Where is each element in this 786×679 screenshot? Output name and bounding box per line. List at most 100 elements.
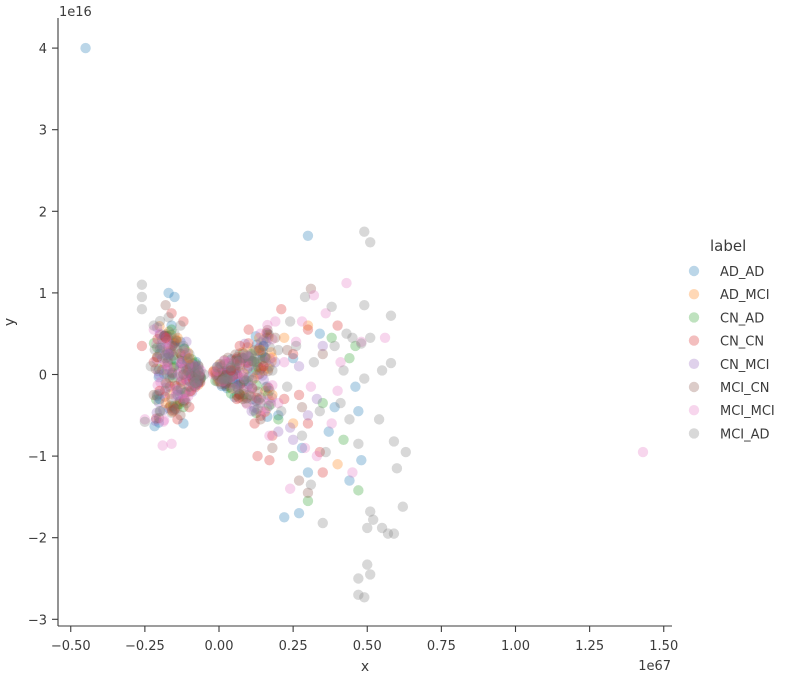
scatter-point xyxy=(293,475,305,486)
scatter-point xyxy=(350,381,361,392)
scatter-point xyxy=(273,426,284,437)
scatter-point xyxy=(317,340,328,352)
y-tick-label: 1 xyxy=(39,287,47,302)
scatter-point xyxy=(273,410,284,421)
scatter-point-cluster xyxy=(186,386,198,398)
scatter-point xyxy=(296,442,308,454)
scatter-point xyxy=(178,401,189,413)
scatter-point-cluster xyxy=(153,412,165,424)
scatter-point xyxy=(308,290,320,301)
scatter-point-cluster xyxy=(246,355,257,367)
scatter-point-cluster xyxy=(168,402,180,413)
scatter-point-cluster xyxy=(188,376,200,387)
scatter-point-cluster xyxy=(195,371,206,382)
scatter-point-cluster xyxy=(253,345,265,356)
scatter-point-cluster xyxy=(162,331,173,342)
scatter-point xyxy=(270,332,281,343)
scatter-point-cluster xyxy=(159,358,170,369)
scatter-point-cluster xyxy=(167,372,178,383)
scatter-point-cluster xyxy=(189,380,200,392)
scatter-point-cluster xyxy=(233,376,244,387)
scatter-point-cluster xyxy=(242,342,253,353)
scatter-point-cluster xyxy=(174,398,185,410)
scatter-point-cluster xyxy=(260,385,271,397)
scatter-point-cluster xyxy=(182,359,194,371)
scatter-point-cluster xyxy=(250,395,261,406)
scatter-point-cluster xyxy=(234,362,246,374)
scatter-point-cluster xyxy=(149,421,160,432)
scatter-point xyxy=(255,414,266,425)
scatter-point xyxy=(136,279,148,290)
scatter-point-cluster xyxy=(183,386,195,397)
scatter-point-cluster xyxy=(158,414,170,426)
scatter-point xyxy=(160,352,171,364)
scatter-point-cluster xyxy=(191,378,203,390)
scatter-point-cluster xyxy=(248,356,259,367)
x-tick-label: 1.00 xyxy=(501,639,530,654)
scatter-point xyxy=(305,283,317,295)
scatter-point-cluster xyxy=(220,378,231,389)
scatter-point-cluster xyxy=(217,376,228,387)
scatter-point xyxy=(362,522,373,534)
scatter-point-cluster xyxy=(253,362,264,374)
scatter-point-cluster xyxy=(260,352,271,363)
scatter-point-cluster xyxy=(185,369,196,380)
legend-item-label: AD_AD xyxy=(720,265,764,280)
scatter-point-cluster xyxy=(190,361,202,372)
scatter-point-cluster xyxy=(239,372,250,384)
scatter-point xyxy=(385,357,397,369)
scatter-point-cluster xyxy=(184,362,196,373)
scatter-point-cluster xyxy=(190,369,201,380)
scatter-point-cluster xyxy=(185,371,196,382)
scatter-point-cluster xyxy=(239,338,250,350)
scatter-point xyxy=(178,393,189,405)
scatter-point xyxy=(178,316,189,327)
scatter-point-cluster xyxy=(151,407,162,418)
scatter-point-cluster xyxy=(163,341,175,353)
scatter-point-cluster xyxy=(151,322,163,333)
scatter-point xyxy=(166,393,177,405)
scatter-point xyxy=(136,304,148,315)
scatter-point-cluster xyxy=(240,375,252,386)
scatter-point-cluster xyxy=(258,407,270,418)
scatter-point xyxy=(353,589,364,601)
scatter-point xyxy=(284,483,296,494)
scatter-point-cluster xyxy=(191,380,202,391)
scatter-point-cluster xyxy=(186,354,197,365)
scatter-point-cluster xyxy=(224,382,236,393)
scatter-point xyxy=(184,381,195,392)
scatter-point-cluster xyxy=(188,364,200,375)
scatter-point xyxy=(219,373,231,384)
scatter-point-cluster xyxy=(175,376,187,387)
scatter-point xyxy=(169,291,180,303)
scatter-point-cluster xyxy=(229,369,240,380)
scatter-point xyxy=(326,418,337,429)
scatter-point-cluster xyxy=(160,329,172,340)
scatter-point xyxy=(314,328,326,339)
scatter-point-cluster xyxy=(162,356,173,368)
scatter-point xyxy=(243,324,254,335)
scatter-point xyxy=(353,573,364,584)
scatter-point-cluster xyxy=(247,383,258,394)
scatter-point xyxy=(353,438,364,450)
scatter-point xyxy=(296,316,308,327)
legend-item-label: MCI_CN xyxy=(720,381,769,396)
scatter-point-cluster xyxy=(246,394,257,405)
x-offset-label: 1e67 xyxy=(638,659,671,674)
scatter-point-cluster xyxy=(161,333,172,345)
scatter-point xyxy=(290,340,302,352)
scatter-point-cluster xyxy=(252,369,263,380)
scatter-point-cluster xyxy=(251,392,262,404)
scatter-point-cluster xyxy=(220,369,231,381)
scatter-point-cluster xyxy=(260,406,271,417)
scatter-point-cluster xyxy=(178,393,190,405)
scatter-point-cluster xyxy=(164,334,175,346)
scatter-point-cluster xyxy=(232,384,244,395)
scatter-point-cluster xyxy=(187,378,198,390)
scatter-point-cluster xyxy=(238,388,249,400)
scatter-point-cluster xyxy=(230,365,242,376)
scatter-point-cluster xyxy=(254,364,266,376)
scatter-point xyxy=(359,299,370,311)
scatter-point xyxy=(163,312,174,323)
scatter-point-cluster xyxy=(182,353,194,365)
